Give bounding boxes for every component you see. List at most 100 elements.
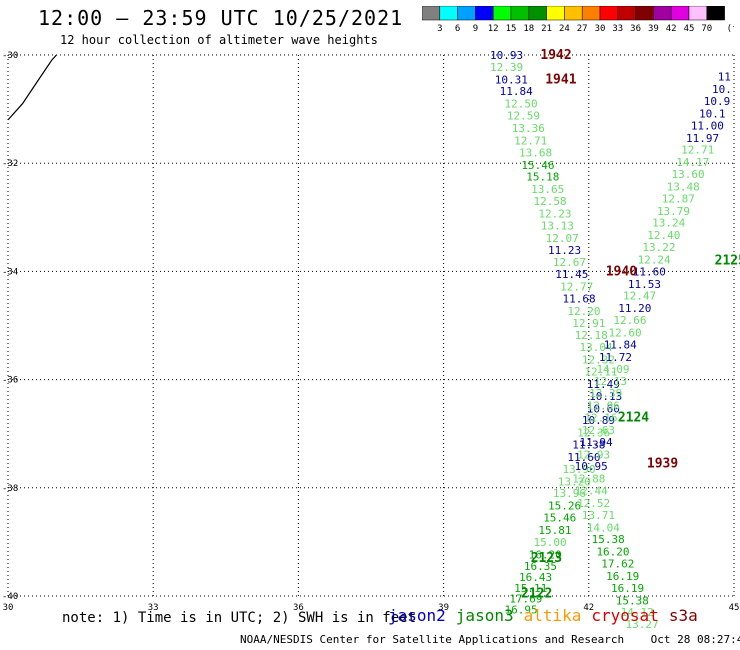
wave-height-value: 13.71 <box>582 509 615 522</box>
mission-label: s3a <box>668 606 698 625</box>
wave-height-value: 15.38 <box>616 594 649 607</box>
wave-height-value: 15.46 <box>521 159 554 172</box>
legend-tick-label: (ft) <box>727 24 734 34</box>
legend-tick-label: 24 <box>559 24 570 34</box>
wave-height-value: 12.39 <box>589 387 622 400</box>
wave-height-value: 10.13 <box>589 390 622 403</box>
wave-height-value: 10.31 <box>495 73 528 86</box>
wave-height-value: 12.71 <box>681 144 714 157</box>
y-tick-label: -36 <box>2 376 18 386</box>
legend-tick-label: 21 <box>541 24 552 34</box>
mission-label: altika <box>523 606 582 625</box>
wave-height-value: 12.23 <box>538 208 571 221</box>
wave-height-value: 13.48 <box>667 180 700 193</box>
legend-tick-label: 42 <box>666 24 677 34</box>
legend-tick-label: 27 <box>577 24 588 34</box>
wave-height-value: 12.32 <box>582 354 615 367</box>
wave-height-value: 11.45 <box>555 268 588 281</box>
wave-height-value: 14.12 <box>621 606 654 619</box>
wave-height-value: 16.43 <box>519 571 552 584</box>
wave-height-value: 10.60 <box>587 402 620 415</box>
wave-height-value: 13.65 <box>531 183 564 196</box>
mission-label: jason3 <box>455 606 514 625</box>
wave-height-value: 13.60 <box>671 168 704 181</box>
wave-height-value: 12.88 <box>572 473 605 486</box>
wave-height-value: 16.35 <box>524 560 557 573</box>
pass-number-label: 2123 <box>531 551 562 566</box>
wave-height-value: 13.96 <box>553 487 586 500</box>
legend-tick-label: 6 <box>455 24 460 34</box>
wave-height-value: 16.95 <box>504 604 537 617</box>
wave-height-value: 12.20 <box>567 305 600 318</box>
wave-height-value: 15.46 <box>543 512 576 525</box>
wave-height-value: 11.72 <box>599 351 632 364</box>
wave-height-value: 13.36 <box>512 122 545 135</box>
wave-height-value: 11.53 <box>628 278 661 291</box>
pass-number-label: 1942 <box>540 48 571 63</box>
wave-height-value: 12.60 <box>609 327 642 340</box>
pass-number-label: 1941 <box>545 72 576 87</box>
wave-height-value: 11.60 <box>567 451 600 464</box>
wave-height-value: 11.97 <box>686 132 719 145</box>
legend-tick-label: 36 <box>630 24 641 34</box>
wave-height-value: 12.59 <box>507 110 540 123</box>
x-tick-label: 36 <box>293 603 304 613</box>
wave-height-value: 12.47 <box>623 290 656 303</box>
x-tick-label: 45 <box>729 603 740 613</box>
wave-height-value: 12.07 <box>546 232 579 245</box>
wave-height-value: 12.16 <box>584 411 617 424</box>
mission-label: cryosat <box>591 606 659 625</box>
wave-height-value: 10.95 <box>575 460 608 473</box>
wave-height-value: 12.18 <box>575 329 608 342</box>
wave-height-value: 12.50 <box>504 98 537 111</box>
wave-height-value: 11.68 <box>563 292 596 305</box>
wave-height-value: 15.18 <box>526 171 559 184</box>
wave-height-value: 15.11 <box>514 582 547 595</box>
wave-height-value: 12.77 <box>560 281 593 294</box>
legend-tick-label: 3 <box>437 24 442 34</box>
wave-height-value: 10.1 <box>699 107 726 120</box>
pass-number-label: 2125 <box>715 254 740 269</box>
wave-height-value: 13.90 <box>563 463 596 476</box>
page-title: 12:00 – 23:59 UTC 10/25/2021 <box>38 6 404 30</box>
wave-height-value: 12.36 <box>577 427 610 440</box>
wave-height-value: 13.22 <box>642 241 675 254</box>
wave-height-value: 12.06 <box>587 400 620 413</box>
legend-tick-label: 18 <box>523 24 534 34</box>
pass-number-label: 2122 <box>521 586 552 601</box>
wave-height-value: 14.04 <box>587 521 620 534</box>
wave-height-value: 12.40 <box>647 229 680 242</box>
wave-height-value: 11.20 <box>618 302 651 315</box>
wave-height-value: 10.89 <box>582 414 615 427</box>
wave-height-value: 12.91 <box>572 317 605 330</box>
legend-tick-label: 39 <box>648 24 659 34</box>
wave-height-value: 12.87 <box>662 192 695 205</box>
wave-height-value: 12.39 <box>490 61 523 74</box>
wave-height-value: 13.20 <box>558 475 591 488</box>
wave-height-value: 12.44 <box>575 485 608 498</box>
wave-height-value: 11.84 <box>604 338 637 351</box>
coastline <box>7 54 57 121</box>
legend-tick-label: 15 <box>506 24 517 34</box>
y-tick-label: -30 <box>2 51 18 61</box>
legend-tick-label: 30 <box>595 24 606 34</box>
legend-swatch <box>706 6 725 21</box>
y-tick-label: -34 <box>2 267 18 277</box>
wave-height-value: 16.19 <box>611 582 644 595</box>
wave-height-value: 12.71 <box>514 134 547 147</box>
wave-height-value: 11.38 <box>572 439 605 452</box>
wave-height-value: 15.81 <box>538 524 571 537</box>
legend-tick-label: 12 <box>488 24 499 34</box>
wave-height-value: 11.00 <box>691 119 724 132</box>
wave-height-value: 10.9 <box>704 95 731 108</box>
wave-height-value: 12.66 <box>613 314 646 327</box>
pass-number-label: 1940 <box>606 264 637 279</box>
legend-tick-label: 33 <box>612 24 623 34</box>
wave-height-value: 11 <box>718 71 731 84</box>
wave-height-value: 11.49 <box>587 378 620 391</box>
wave-height-value: 16.20 <box>596 546 629 559</box>
wave-height-value: 10.93 <box>490 49 523 62</box>
wave-height-value: 12.58 <box>534 195 567 208</box>
